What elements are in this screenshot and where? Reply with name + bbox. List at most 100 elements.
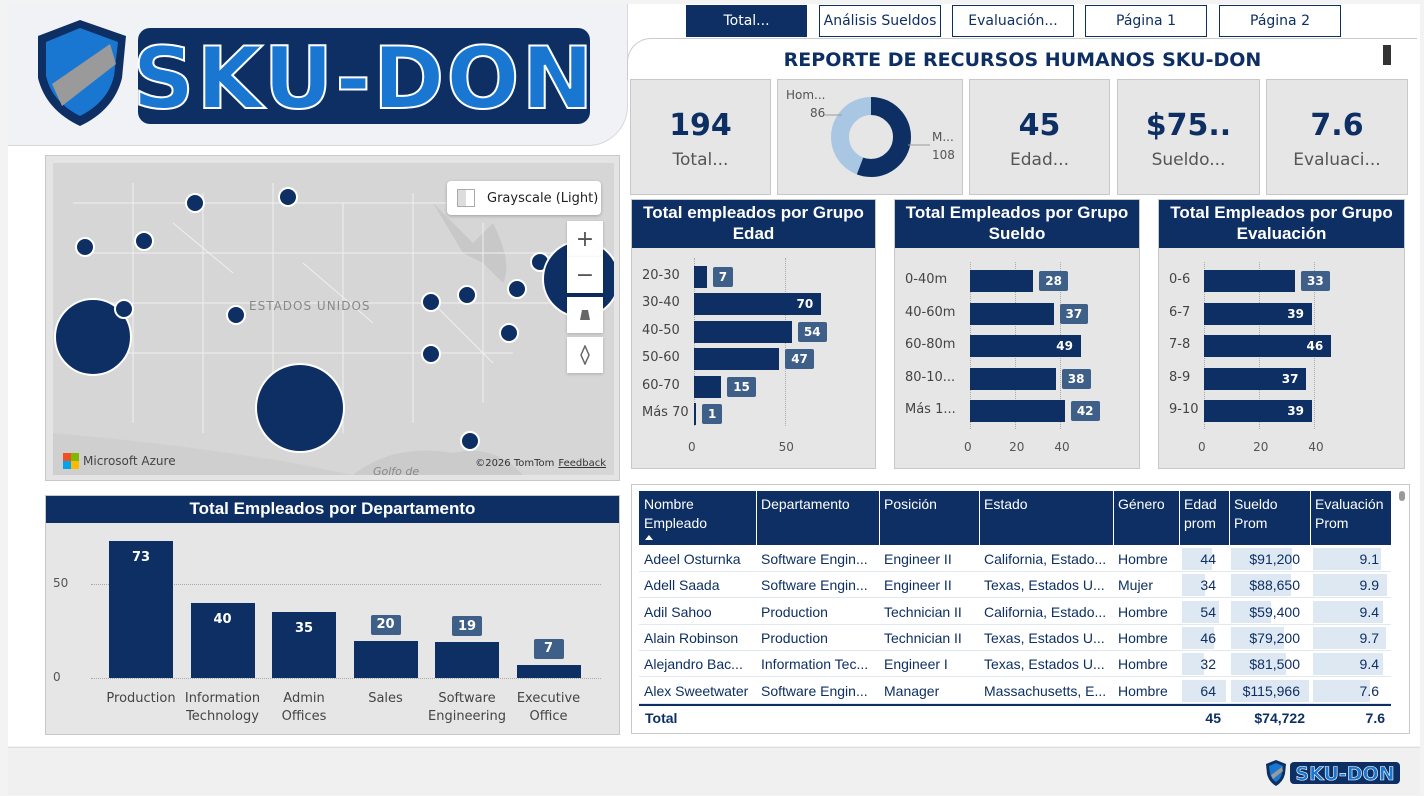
category-label: Más 1... (905, 402, 956, 417)
bar[interactable] (694, 320, 792, 343)
databar (1231, 626, 1285, 649)
gender-donut-chart (831, 97, 911, 177)
map-bubble (460, 431, 480, 451)
chart-title: Total Empleados por Grupo Sueldo (895, 200, 1139, 248)
x-tick-label: 0 (688, 440, 696, 454)
nav-tab-analisis-sueldos[interactable]: Análisis Sueldos (819, 5, 941, 37)
kpi-value: $75.. (1145, 108, 1232, 143)
bar[interactable] (694, 375, 722, 398)
zoom-in-button[interactable]: + (567, 221, 603, 257)
nav-tab-pagina-2[interactable]: Página 2 (1219, 5, 1341, 37)
bar[interactable] (970, 400, 1065, 422)
data-label: 42 (1070, 401, 1100, 421)
column-header[interactable]: Sueldo Prom (1234, 496, 1278, 531)
chart-grupo-sueldo[interactable]: Total Empleados por Grupo Sueldo 0 20 40 0-… (894, 199, 1140, 469)
kpi-evaluacion[interactable]: 7.6 Evaluaci... (1266, 79, 1408, 195)
data-label: 47 (785, 349, 814, 370)
table-cell: 32 (1200, 656, 1216, 673)
microsoft-logo-icon (63, 453, 79, 469)
chart-grupo-edad[interactable]: Total empleados por Grupo Edad 0 50 20-30 7… (631, 199, 876, 469)
data-label: 46 (1306, 339, 1324, 353)
bar[interactable] (694, 348, 780, 371)
map-bubble (75, 237, 95, 257)
table-cell: Adeel Osturnka (644, 551, 741, 567)
map-canvas[interactable]: ESTADOS UNIDOS Golfo de Grayscale (Light… (53, 163, 614, 475)
table-cell: Alex Sweetwater (644, 682, 749, 699)
kpi-label: Edad... (1010, 150, 1069, 170)
kpi-label: Total... (672, 150, 729, 170)
bar[interactable] (190, 603, 255, 678)
bar[interactable] (970, 367, 1056, 390)
bar[interactable] (516, 664, 581, 678)
nav-tab-total[interactable]: Total... (686, 5, 807, 37)
table-cell: 9.4 (1359, 603, 1379, 620)
table-cell: Alain Robinson (644, 629, 739, 646)
bar[interactable] (272, 612, 336, 678)
map-bubble (114, 299, 134, 319)
table-row[interactable]: Adell Saada Software Engin... Engineer II T… (639, 572, 1391, 599)
map-style-picker[interactable]: Grayscale (Light) (447, 181, 601, 215)
kpi-edad[interactable]: 45 Edad... (969, 79, 1110, 195)
data-label: 1 (702, 404, 723, 424)
zoom-out-button[interactable]: − (567, 257, 603, 293)
bar[interactable] (694, 266, 707, 288)
data-label: 20 (370, 614, 401, 635)
kpi-sueldo[interactable]: $75.. Sueldo... (1117, 79, 1260, 195)
table-row[interactable]: Adeel Osturnka Software Engin... Engineer … (639, 546, 1391, 572)
table-scrollbar[interactable] (1399, 491, 1405, 501)
category-label: 6-7 (1169, 304, 1191, 320)
bar[interactable] (1204, 335, 1331, 357)
feedback-link[interactable]: Feedback (558, 458, 606, 469)
table-row[interactable]: Alejandro Bac... Information Tec... Engine… (639, 651, 1391, 678)
bar[interactable] (1204, 270, 1296, 292)
column-header[interactable]: Nombre Empleado (644, 496, 708, 531)
y-tick-label: 0 (53, 670, 61, 684)
databar (1313, 574, 1387, 597)
bar[interactable] (109, 541, 173, 678)
bar[interactable] (1204, 302, 1312, 325)
column-header[interactable]: Posición (884, 496, 937, 512)
bar[interactable] (694, 293, 821, 316)
table-cell: Technician II (884, 603, 962, 620)
bar[interactable] (970, 302, 1054, 325)
table-cell: 9.4 (1359, 656, 1379, 673)
data-label: 7 (712, 267, 734, 287)
nav-tab-evaluacion[interactable]: Evaluación... (952, 5, 1074, 37)
column-header[interactable]: Estado (984, 496, 1028, 512)
kpi-gender-donut[interactable]: Hom... 86 M... 108 (777, 79, 963, 195)
category-label: Sales (368, 691, 403, 706)
pitch-icon[interactable] (567, 297, 603, 333)
chart-grupo-evaluacion[interactable]: Total Empleados por Grupo Evaluación 0 20… (1158, 199, 1405, 469)
compass-icon[interactable] (567, 337, 603, 373)
column-header[interactable]: Género (1118, 496, 1165, 512)
column-header[interactable]: Evaluación Prom (1315, 496, 1384, 531)
bookmark-icon[interactable] (1383, 45, 1391, 65)
shield-icon (38, 20, 126, 126)
donut-hombre-leader (824, 114, 842, 116)
table-row[interactable]: Alain Robinson Production Technician II Tex… (639, 625, 1391, 651)
kpi-label: Sueldo... (1151, 150, 1226, 170)
bar[interactable] (970, 270, 1034, 292)
table-row[interactable]: Alex Sweetwater Software Engin... Manager M… (639, 678, 1391, 704)
nav-tab-pagina-1[interactable]: Página 1 (1085, 5, 1207, 37)
table-cell: Hombre (1118, 629, 1168, 646)
bar[interactable] (435, 642, 499, 678)
column-separator (1179, 491, 1180, 545)
employee-table[interactable]: Nombre Empleado Departamento Posición Estad… (631, 484, 1410, 734)
bar[interactable] (1204, 400, 1312, 422)
column-header[interactable]: Departamento (761, 496, 850, 512)
employee-map[interactable]: ESTADOS UNIDOS Golfo de Grayscale (Light… (45, 155, 620, 481)
databar (1313, 600, 1384, 623)
bar[interactable] (694, 403, 696, 425)
kpi-total-empleados[interactable]: 194 Total... (630, 79, 771, 195)
table-row[interactable]: Adil Sahoo Production Technician II Califor… (639, 599, 1391, 625)
bar[interactable] (970, 335, 1081, 357)
table-cell: Manager (884, 682, 940, 699)
data-label: 39 (1287, 306, 1304, 321)
kpi-value: 194 (669, 108, 732, 143)
bar[interactable] (1204, 367, 1307, 390)
map-bubble (457, 285, 477, 305)
chart-departamento[interactable]: Total Empleados por Departamento 0 50 73 Pr… (45, 495, 620, 735)
column-header[interactable]: Edad prom (1184, 496, 1217, 531)
bar[interactable] (353, 640, 418, 678)
